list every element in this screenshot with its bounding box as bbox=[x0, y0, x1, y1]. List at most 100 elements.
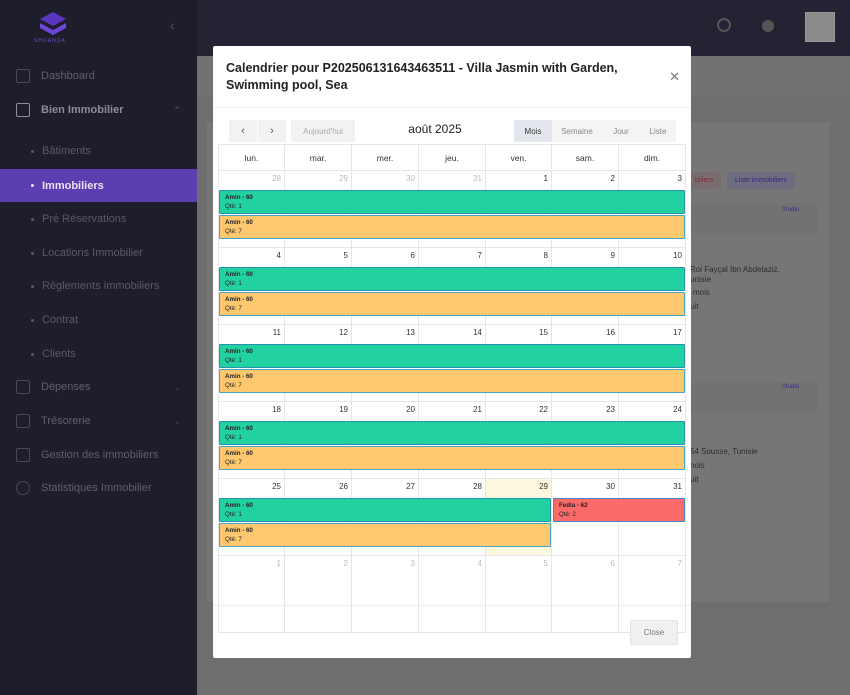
close-icon[interactable]: ✕ bbox=[669, 69, 680, 84]
sidebar-subitem-pre-reservations[interactable]: Pré Réservations bbox=[0, 202, 197, 236]
sidebar-item-statistiques[interactable]: Statistiques Immobilier bbox=[0, 471, 197, 505]
calendar-event[interactable]: Amin - 60 Qté: 1 bbox=[219, 498, 551, 522]
day-number[interactable]: 23 bbox=[606, 405, 615, 414]
next-month-button[interactable]: › bbox=[258, 120, 286, 142]
sidebar-item-tresorerie[interactable]: Trésorerie ⌄ bbox=[0, 404, 197, 438]
day-number[interactable]: 25 bbox=[272, 482, 281, 491]
sidebar-subitem-batiments[interactable]: Bâtiments bbox=[0, 134, 197, 168]
day-number[interactable]: 5 bbox=[343, 251, 348, 260]
calendar-day-cell[interactable]: 1 bbox=[218, 556, 285, 633]
calendar-event[interactable]: Amin - 60 Qté: 7 bbox=[219, 369, 685, 393]
day-number[interactable]: 6 bbox=[410, 251, 415, 260]
calendar-event[interactable]: Amin - 60 Qté: 1 bbox=[219, 190, 685, 214]
view-week-button[interactable]: Semaine bbox=[552, 120, 602, 142]
calendar-day-cell[interactable]: 31 bbox=[619, 479, 686, 556]
day-number[interactable]: 30 bbox=[606, 482, 615, 491]
view-day-button[interactable]: Jour bbox=[602, 120, 640, 142]
day-number[interactable]: 19 bbox=[339, 405, 348, 414]
sidebar-subitem-clients[interactable]: Clients bbox=[0, 337, 197, 371]
calendar-day-cell[interactable]: 10 bbox=[619, 248, 686, 325]
day-number[interactable]: 29 bbox=[339, 174, 348, 183]
event-quantity: Qté: 1 bbox=[225, 357, 242, 364]
calendar-event[interactable]: Amin - 60 Qté: 7 bbox=[219, 292, 685, 316]
day-number[interactable]: 5 bbox=[543, 559, 548, 568]
day-number[interactable]: 4 bbox=[276, 251, 281, 260]
logo-icon[interactable] bbox=[36, 10, 70, 40]
theme-toggle-icon[interactable] bbox=[762, 20, 774, 32]
day-number[interactable]: 21 bbox=[473, 405, 482, 414]
day-number[interactable]: 28 bbox=[272, 174, 281, 183]
event-title: Amin - 60 bbox=[225, 219, 253, 226]
calendar-event[interactable]: Amin - 60 Qté: 7 bbox=[219, 446, 685, 470]
calendar-day-cell[interactable]: 6 bbox=[552, 556, 619, 633]
calendar-event[interactable]: Amin - 60 Qté: 1 bbox=[219, 421, 685, 445]
day-number[interactable]: 7 bbox=[677, 559, 682, 568]
calendar-day-cell[interactable]: 24 bbox=[619, 402, 686, 479]
day-number[interactable]: 1 bbox=[276, 559, 281, 568]
day-number[interactable]: 12 bbox=[339, 328, 348, 337]
logo-text: SHOANDA bbox=[34, 38, 66, 44]
day-number[interactable]: 30 bbox=[406, 174, 415, 183]
sidebar-subitem-locations[interactable]: Locations Immobilier bbox=[0, 236, 197, 270]
day-number[interactable]: 2 bbox=[610, 174, 615, 183]
avatar[interactable] bbox=[805, 12, 835, 42]
calendar-day-cell[interactable]: 3 bbox=[352, 556, 419, 633]
calendar-day-cell[interactable]: 4 bbox=[419, 556, 486, 633]
calendar-event[interactable]: Amin - 60 Qté: 1 bbox=[219, 267, 685, 291]
day-number[interactable]: 26 bbox=[339, 482, 348, 491]
day-number[interactable]: 17 bbox=[673, 328, 682, 337]
day-number[interactable]: 31 bbox=[673, 482, 682, 491]
day-number[interactable]: 10 bbox=[673, 251, 682, 260]
day-number[interactable]: 13 bbox=[406, 328, 415, 337]
day-number[interactable]: 28 bbox=[473, 482, 482, 491]
day-number[interactable]: 3 bbox=[677, 174, 682, 183]
calendar-modal: Calendrier pour P202506131643463511 - Vi… bbox=[213, 46, 691, 658]
calendar-day-cell[interactable]: 17 bbox=[619, 325, 686, 402]
add-immobilier-button[interactable]: biliers bbox=[687, 172, 722, 189]
day-number[interactable]: 31 bbox=[473, 174, 482, 183]
sidebar-item-depenses[interactable]: Dépenses ⌄ bbox=[0, 370, 197, 404]
day-number[interactable]: 7 bbox=[477, 251, 482, 260]
day-number[interactable]: 18 bbox=[272, 405, 281, 414]
sidebar-item-label: Dashboard bbox=[41, 70, 95, 82]
day-number[interactable]: 29 bbox=[539, 482, 548, 491]
close-button[interactable]: Close bbox=[630, 620, 678, 645]
sidebar-item-bien-immobilier[interactable]: Bien Immobilier ⌃ bbox=[0, 93, 197, 127]
calendar-event[interactable]: Amin - 60 Qté: 7 bbox=[219, 215, 685, 239]
prev-month-button[interactable]: ‹ bbox=[229, 120, 257, 142]
calendar-event[interactable]: Amin - 60 Qté: 7 bbox=[219, 523, 551, 547]
day-number[interactable]: 2 bbox=[343, 559, 348, 568]
day-number[interactable]: 24 bbox=[673, 405, 682, 414]
view-month-button[interactable]: Mois bbox=[514, 120, 552, 142]
day-number[interactable]: 16 bbox=[606, 328, 615, 337]
day-number[interactable]: 1 bbox=[543, 174, 548, 183]
day-number[interactable]: 20 bbox=[406, 405, 415, 414]
calendar-event[interactable]: Amin - 60 Qté: 1 bbox=[219, 344, 685, 368]
day-number[interactable]: 11 bbox=[272, 328, 281, 337]
sidebar-subitem-contrat[interactable]: Contrat bbox=[0, 303, 197, 337]
event-quantity: Qté: 7 bbox=[225, 305, 242, 312]
collapse-sidebar-icon[interactable]: ‹ bbox=[170, 17, 175, 33]
calendar-event[interactable]: Fedia - 62 Qté: 2 bbox=[553, 498, 685, 522]
sidebar-subitem-reglements[interactable]: Règlements immobiliers bbox=[0, 269, 197, 303]
day-number[interactable]: 14 bbox=[473, 328, 482, 337]
today-button[interactable]: Aujourd'hui bbox=[291, 120, 355, 142]
day-number[interactable]: 3 bbox=[410, 559, 415, 568]
day-number[interactable]: 15 bbox=[539, 328, 548, 337]
liste-immobiliers-button[interactable]: Liste immobiliers bbox=[727, 172, 796, 189]
calendar-day-cell[interactable]: 2 bbox=[285, 556, 352, 633]
sidebar-item-dashboard[interactable]: Dashboard bbox=[0, 59, 197, 93]
sidebar-item-gestion[interactable]: Gestion des immobiliers bbox=[0, 438, 197, 472]
day-number[interactable]: 4 bbox=[477, 559, 482, 568]
day-number[interactable]: 8 bbox=[543, 251, 548, 260]
search-icon[interactable] bbox=[717, 18, 731, 32]
view-list-button[interactable]: Liste bbox=[640, 120, 676, 142]
calendar-day-cell[interactable]: 3 bbox=[619, 171, 686, 248]
day-number[interactable]: 22 bbox=[539, 405, 548, 414]
calendar-day-cell[interactable]: 5 bbox=[486, 556, 552, 633]
weekday-header: lun. bbox=[218, 144, 285, 171]
day-number[interactable]: 6 bbox=[610, 559, 615, 568]
day-number[interactable]: 9 bbox=[610, 251, 615, 260]
sidebar-subitem-immobiliers[interactable]: Immobiliers bbox=[0, 169, 197, 202]
day-number[interactable]: 27 bbox=[406, 482, 415, 491]
